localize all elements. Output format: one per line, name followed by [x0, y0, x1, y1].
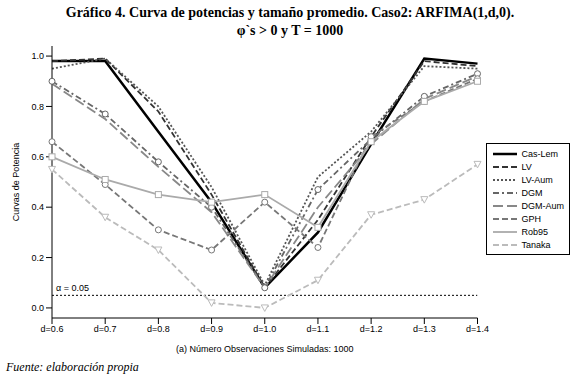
svg-text:d=1.3: d=1.3 [413, 324, 436, 334]
html-text:Fuente: elaboración propia: Fuente: elaboración propia [6, 360, 139, 374]
html-text:LV-Aum: LV-Aum [521, 174, 553, 185]
svg-text:(a) Número Observaciones Simul: (a) Número Observaciones Simuladas: 1000 [176, 344, 354, 354]
svg-text:0.8: 0.8 [31, 102, 44, 112]
svg-text:d=1.0: d=1.0 [253, 324, 276, 334]
svg-text:0.4: 0.4 [31, 202, 44, 212]
svg-text:0.6: 0.6 [31, 152, 44, 162]
html-text:DGM: DGM [521, 187, 543, 198]
html-text:GPH: GPH [521, 213, 541, 224]
svg-text:Curvas de Potencia: Curvas de Potencia [11, 143, 21, 222]
svg-text:d=1.4: d=1.4 [466, 324, 489, 334]
svg-text:d=0.6: d=0.6 [41, 324, 64, 334]
svg-text:0.0: 0.0 [31, 303, 44, 313]
svg-text:d=0.9: d=0.9 [200, 324, 223, 334]
html-text:Cas-Lem: Cas-Lem [521, 148, 558, 159]
svg-text:d=0.8: d=0.8 [147, 324, 170, 334]
svg-text:d=1.1: d=1.1 [307, 324, 330, 334]
svg-text:d=0.7: d=0.7 [94, 324, 117, 334]
html-text:Rob95: Rob95 [521, 226, 548, 237]
svg-text:d=1.2: d=1.2 [360, 324, 383, 334]
html-text:LV: LV [521, 161, 532, 172]
svg-text:α = 0.05: α = 0.05 [56, 283, 89, 293]
html-text:DGM-Aum: DGM-Aum [521, 200, 564, 211]
svg-text:0.2: 0.2 [31, 253, 44, 263]
svg-text:1.0: 1.0 [31, 51, 44, 61]
html-text:Gráfico 4. Curva de potencias: Gráfico 4. Curva de potencias y tamaño p… [65, 5, 515, 20]
html-text:φ`s > 0 y T = 1000: φ`s > 0 y T = 1000 [236, 23, 344, 38]
html-text:Tanaka: Tanaka [521, 239, 551, 250]
